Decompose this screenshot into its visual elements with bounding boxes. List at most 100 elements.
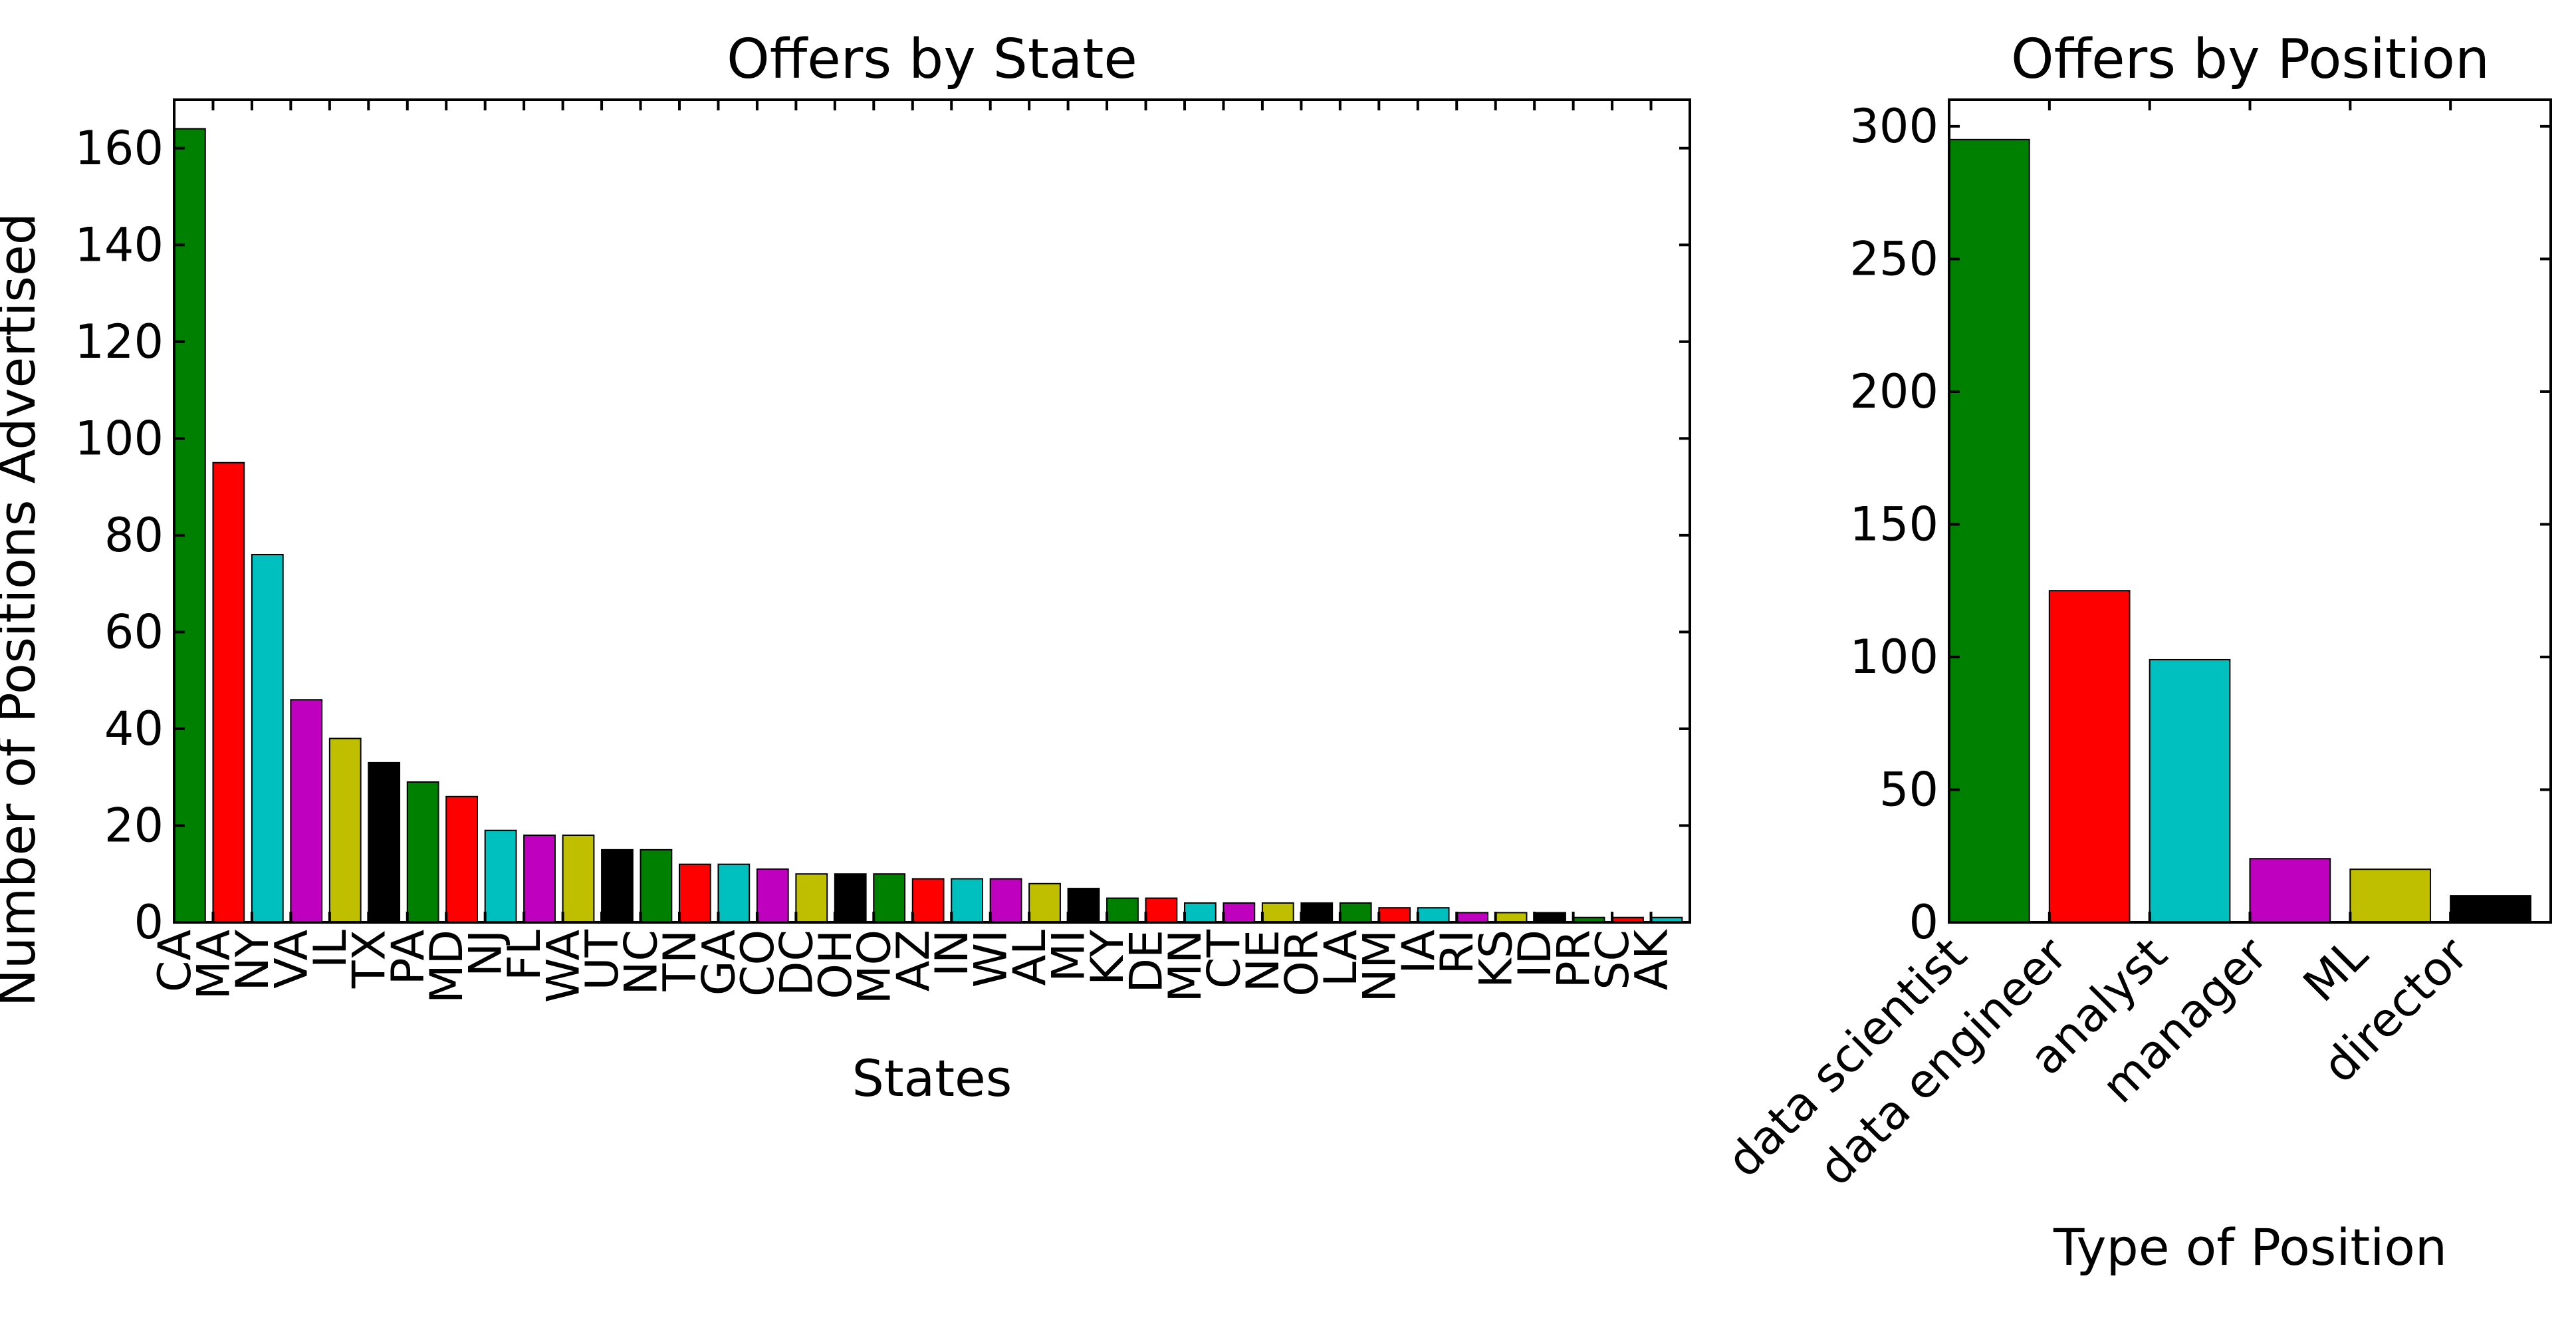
state-bar-in (951, 878, 983, 923)
state-bar-il (328, 737, 362, 924)
position-y-tick-label: 0 (1909, 895, 1938, 950)
state-chart-x-axis-label: States (852, 1049, 1012, 1108)
state-x-tick-label: SC (1587, 930, 1639, 990)
state-x-tick-label: UT (576, 930, 629, 991)
state-x-tick-label: CA (149, 930, 201, 992)
state-x-tick-label: FL (499, 930, 551, 981)
position-y-tick-label: 150 (1849, 497, 1938, 551)
position-y-tick-label: 200 (1849, 364, 1938, 419)
state-x-tick-label: LA (1315, 930, 1367, 987)
state-x-tick-label: WA (538, 930, 590, 1003)
state-x-tick-label: WI (965, 930, 1018, 988)
state-bar-tx (368, 761, 401, 923)
state-x-tick-label: NE (1237, 930, 1290, 992)
state-chart-bars (174, 128, 1683, 924)
state-bar-oh (834, 873, 867, 924)
state-bar-az (911, 878, 945, 923)
position-bar-manager (2249, 858, 2331, 924)
state-bar-de (1145, 897, 1178, 924)
state-x-tick-label: GA (693, 930, 745, 995)
state-y-tick-label: 140 (74, 217, 164, 272)
state-x-tick-label: VA (265, 930, 318, 989)
state-y-tick-label: 20 (104, 798, 164, 853)
state-bar-nj (484, 829, 517, 924)
state-x-tick-label: TN (654, 930, 707, 991)
state-chart-y-tick-labels: 0 20 40 60 80 100 120 140 160 (74, 121, 164, 950)
position-chart-y-tick-labels: 0 50 100 150 200 250 300 (1849, 99, 1938, 950)
state-bar-dc (795, 873, 828, 924)
state-bar-ks (1494, 912, 1528, 923)
state-x-tick-label: CT (1198, 930, 1250, 989)
state-x-tick-label: MI (1043, 930, 1096, 982)
state-bar-ne (1261, 902, 1294, 924)
state-x-tick-label: AZ (887, 930, 940, 991)
state-y-tick-label: 60 (104, 604, 164, 659)
state-bar-ut (601, 849, 634, 923)
state-bar-ga (717, 863, 751, 924)
position-chart-title: Offers by Position (2011, 28, 2490, 91)
state-chart-ticks (173, 100, 1690, 924)
state-x-tick-label: DC (770, 930, 823, 996)
state-x-tick-label: CO (732, 930, 784, 997)
position-y-tick-label: 300 (1849, 99, 1938, 154)
position-chart: Offers by Position Type of Position 0 50 1… (1716, 28, 2552, 1277)
state-bar-mo (873, 873, 906, 924)
state-x-tick-label: NY (227, 930, 279, 991)
state-y-tick-label: 40 (104, 702, 164, 756)
state-x-tick-label: NJ (460, 930, 513, 977)
state-bar-ma (212, 461, 245, 923)
state-bar-nm (1378, 907, 1411, 923)
state-chart-x-tick-labels: CAMANYVAILTXPAMDNJFLWAUTNCTNGACODCOHMOAZ… (149, 928, 1679, 1005)
state-x-tick-label: MA (187, 930, 240, 999)
position-chart-x-axis-label: Type of Position (2053, 1218, 2447, 1277)
state-x-tick-label: MN (1159, 930, 1212, 1003)
state-bar-pa (406, 781, 439, 923)
state-bar-mn (1184, 902, 1217, 924)
position-bar-data-engineer (2048, 590, 2131, 923)
position-chart-bars (1948, 138, 2531, 924)
state-x-tick-label: OH (810, 930, 862, 999)
state-bar-or (1300, 902, 1334, 924)
state-bar-wi (989, 878, 1022, 923)
state-bar-md (445, 795, 479, 923)
state-x-tick-label: PA (382, 930, 435, 985)
state-y-tick-label: 80 (104, 508, 164, 563)
state-bar-mi (1067, 888, 1100, 923)
position-y-tick-label: 250 (1849, 231, 1938, 286)
state-x-tick-label: KS (1470, 930, 1523, 988)
position-bar-director (2450, 895, 2531, 924)
state-bar-ky (1106, 897, 1139, 924)
state-x-tick-label: NM (1353, 930, 1406, 1003)
state-chart-frame (173, 98, 1691, 924)
state-bar-ct (1223, 902, 1256, 924)
state-x-tick-label: NC (616, 930, 668, 995)
state-bar-id (1534, 912, 1566, 923)
state-bar-fl (523, 835, 556, 924)
state-x-tick-label: IN (926, 930, 979, 977)
state-bar-wa (562, 835, 595, 924)
state-x-tick-label: RI (1431, 930, 1484, 974)
state-bar-co (756, 868, 789, 924)
state-x-tick-label: KY (1082, 930, 1134, 986)
state-x-tick-label: ID (1509, 930, 1562, 978)
state-x-tick-label: MO (848, 930, 901, 1004)
state-bar-ri (1456, 912, 1488, 923)
state-y-tick-label: 100 (74, 411, 164, 465)
state-y-tick-label: 120 (74, 315, 164, 369)
state-x-tick-label: AK (1626, 928, 1679, 991)
state-chart-title: Offers by State (727, 28, 1137, 91)
state-x-tick-label: TX (343, 930, 396, 989)
state-bar-la (1339, 902, 1372, 924)
position-y-tick-label: 100 (1849, 630, 1938, 684)
position-chart-frame (1948, 98, 2552, 924)
state-x-tick-label: AL (1004, 930, 1056, 986)
state-x-tick-label: IA (1393, 930, 1445, 974)
state-x-tick-label: OR (1276, 930, 1328, 997)
state-y-tick-label: 160 (74, 121, 164, 176)
state-bar-va (290, 699, 323, 923)
position-x-tick-label: ML (2293, 927, 2378, 1012)
state-bar-al (1028, 882, 1061, 923)
state-chart: Offers by State Number of Positions Adve… (0, 28, 1691, 1108)
